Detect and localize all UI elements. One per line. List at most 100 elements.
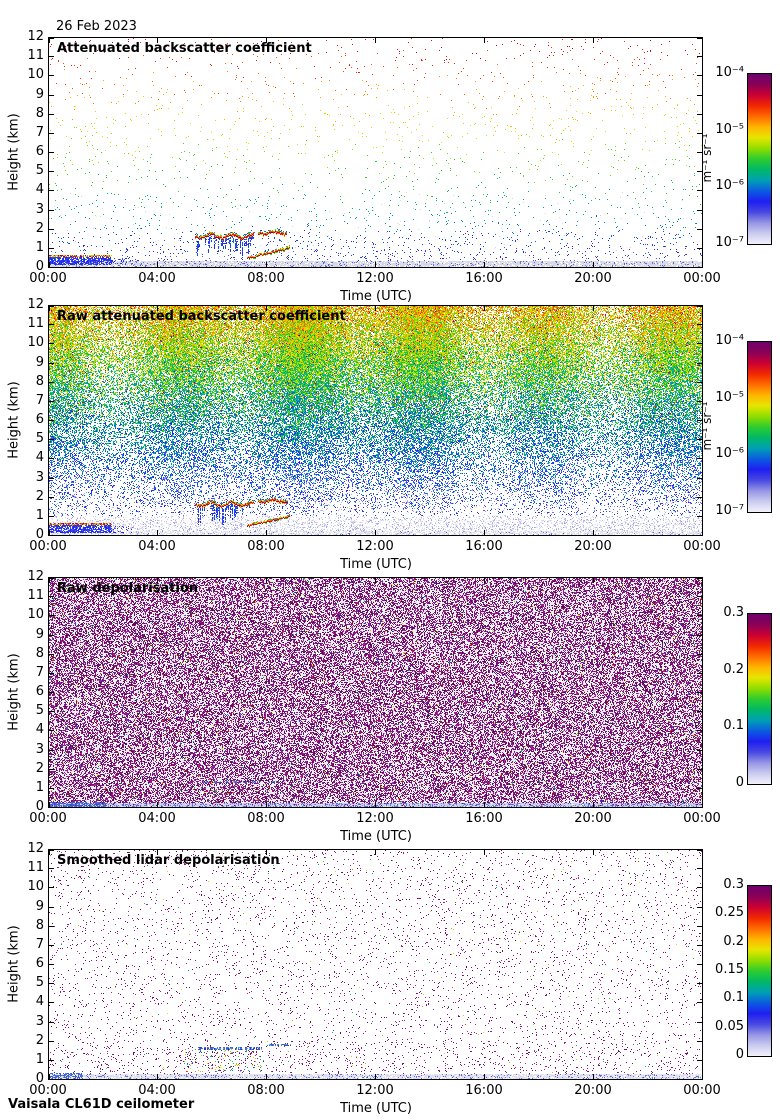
- panel-3-title: Raw depolarisation: [57, 581, 199, 596]
- x-tick-label: 04:00: [138, 811, 176, 826]
- y-tick-label: 1: [35, 240, 44, 255]
- panel-4-colorbar: [747, 885, 772, 1057]
- y-tick-label: 11: [27, 588, 44, 603]
- y-tick-label: 0: [35, 1071, 44, 1086]
- x-tick-label: 16:00: [465, 271, 503, 286]
- x-tick-label: 20:00: [574, 811, 612, 826]
- y-tick-label: 2: [35, 1033, 44, 1048]
- x-tick-label: 00:00: [683, 811, 721, 826]
- y-tick-label: 5: [35, 163, 44, 178]
- y-tick-label: 5: [35, 703, 44, 718]
- y-tick-label: 2: [35, 221, 44, 236]
- panel-4-title: Smoothed lidar depolarisation: [57, 853, 280, 868]
- x-tick-label: 00:00: [29, 271, 67, 286]
- y-tick-label: 4: [35, 182, 44, 197]
- x-tick-label: 20:00: [574, 271, 612, 286]
- x-tick-label: 00:00: [29, 811, 67, 826]
- x-tick-label: 04:00: [138, 271, 176, 286]
- y-tick-label: 10: [27, 879, 44, 894]
- colorbar-tick-label: 0.2: [723, 933, 744, 949]
- y-tick-label: 0: [35, 259, 44, 274]
- panel-raw-attenuated-backscatter: Raw attenuated backscatter coefficient H…: [0, 297, 780, 575]
- y-tick-label: 10: [27, 607, 44, 622]
- y-tick-label: 9: [35, 627, 44, 642]
- y-tick-label: 9: [35, 87, 44, 102]
- x-tick-label: 08:00: [247, 1083, 285, 1098]
- y-tick-label: 7: [35, 125, 44, 140]
- y-tick-label: 8: [35, 106, 44, 121]
- y-tick-label: 3: [35, 1014, 44, 1029]
- y-tick-label: 5: [35, 975, 44, 990]
- colorbar-tick-label: 10⁻⁵: [715, 121, 744, 137]
- panel-1-colorbar: [747, 73, 772, 245]
- y-tick-label: 6: [35, 144, 44, 159]
- y-tick-label: 4: [35, 994, 44, 1009]
- x-tick-label: 00:00: [29, 1083, 67, 1098]
- x-tick-label: 12:00: [356, 1083, 394, 1098]
- y-tick-label: 10: [27, 335, 44, 350]
- colorbar-tick-label: 10⁻⁴: [715, 65, 744, 80]
- panel-4-heatmap-canvas: [48, 849, 703, 1080]
- y-tick-label: 10: [27, 67, 44, 82]
- colorbar-tick-label: 0.2: [723, 661, 744, 677]
- colorbar-tick-label: 0.1: [723, 990, 744, 1006]
- x-tick-label: 16:00: [465, 811, 503, 826]
- panel-2-colorbar: [747, 341, 772, 513]
- y-tick-label: 12: [27, 297, 44, 312]
- colorbar-tick-label: 10⁻⁶: [715, 178, 744, 194]
- x-tick-label: 08:00: [247, 271, 285, 286]
- colorbar-tick-label: 0.3: [723, 605, 744, 620]
- y-tick-label: 11: [27, 48, 44, 63]
- date-label: 26 Feb 2023: [56, 19, 137, 34]
- x-tick-label: 08:00: [247, 539, 285, 554]
- y-tick-label: 8: [35, 374, 44, 389]
- colorbar-tick-label: 10⁻⁵: [715, 389, 744, 405]
- y-tick-label: 4: [35, 450, 44, 465]
- x-tick-label: 00:00: [683, 539, 721, 554]
- y-tick-label: 12: [27, 841, 44, 856]
- colorbar-tick-label: 0.1: [723, 718, 744, 734]
- y-tick-label: 2: [35, 489, 44, 504]
- x-tick-label: 20:00: [574, 539, 612, 554]
- y-tick-label: 0: [35, 527, 44, 542]
- y-tick-label: 6: [35, 684, 44, 699]
- y-tick-label: 9: [35, 355, 44, 370]
- instrument-footer-label: Vaisala CL61D ceilometer: [8, 1097, 195, 1112]
- colorbar-tick-label: 0.15: [715, 962, 744, 977]
- colorbar-tick-label: 0: [735, 1047, 744, 1062]
- colorbar-tick-label: 0.3: [723, 877, 744, 892]
- y-tick-label: 2: [35, 761, 44, 776]
- x-tick-label: 12:00: [356, 271, 394, 286]
- y-tick-label: 5: [35, 431, 44, 446]
- y-tick-label: 8: [35, 646, 44, 661]
- panel-3-x-axis-label: Time (UTC): [340, 829, 412, 844]
- y-tick-label: 7: [35, 937, 44, 952]
- y-tick-label: 4: [35, 722, 44, 737]
- x-tick-label: 16:00: [465, 1083, 503, 1098]
- x-tick-label: 00:00: [29, 539, 67, 554]
- x-tick-label: 00:00: [683, 1083, 721, 1098]
- y-tick-label: 12: [27, 29, 44, 44]
- y-tick-label: 11: [27, 860, 44, 875]
- y-tick-label: 1: [35, 780, 44, 795]
- y-tick-label: 1: [35, 508, 44, 523]
- y-tick-label: 3: [35, 742, 44, 757]
- y-tick-label: 0: [35, 799, 44, 814]
- y-tick-label: 3: [35, 202, 44, 217]
- x-tick-label: 08:00: [247, 811, 285, 826]
- colorbar-tick-label: 0.05: [715, 1018, 744, 1034]
- panel-1-x-axis-label: Time (UTC): [340, 289, 412, 304]
- y-tick-label: 12: [27, 569, 44, 584]
- panel-1-title: Attenuated backscatter coefficient: [57, 41, 312, 56]
- colorbar-tick-label: 10⁻⁴: [715, 333, 744, 348]
- colorbar-tick-label: 10⁻⁷: [715, 235, 744, 250]
- y-tick-label: 9: [35, 899, 44, 914]
- x-tick-label: 04:00: [138, 1083, 176, 1098]
- panel-attenuated-backscatter: Attenuated backscatter coefficient Heigh…: [0, 29, 780, 307]
- panel-2-title: Raw attenuated backscatter coefficient: [57, 309, 346, 324]
- y-tick-label: 6: [35, 956, 44, 971]
- x-tick-label: 12:00: [356, 811, 394, 826]
- panel-1-heatmap-canvas: [48, 37, 703, 268]
- x-tick-label: 20:00: [574, 1083, 612, 1098]
- panel-2-colorbar-unit-label: m⁻¹ sr⁻¹: [700, 401, 714, 451]
